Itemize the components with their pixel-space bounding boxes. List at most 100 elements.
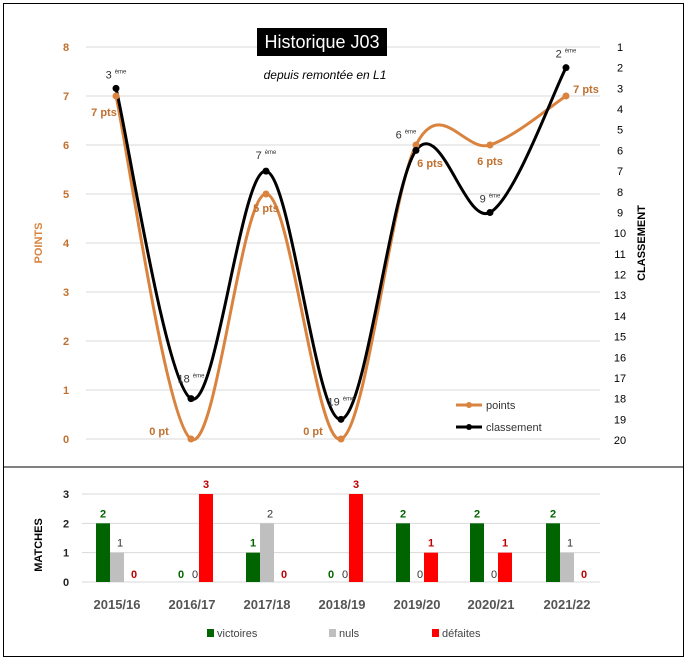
x-tick-label: 2015/16: [94, 597, 141, 612]
y2-tick-label: 9: [617, 207, 623, 219]
bar-data-label: 0: [491, 569, 497, 581]
y2-tick-label: 17: [614, 373, 626, 385]
bar-défaites: [199, 494, 213, 582]
x-tick-label: 2016/17: [169, 597, 216, 612]
bar-data-label: 1: [428, 538, 434, 550]
points-data-label: 6 pts: [417, 158, 443, 170]
classement-marker: [337, 415, 345, 423]
bar-victoires: [96, 523, 110, 582]
y2-tick-label: 2: [617, 63, 623, 75]
classement-marker: [412, 146, 420, 154]
classement-marker: [562, 64, 570, 72]
bar-data-label: 2: [550, 508, 556, 520]
legend-marker-classement: [466, 424, 472, 430]
y-tick-label: 5: [63, 189, 69, 201]
bar-data-label: 0: [178, 569, 184, 581]
y-tick-label: 7: [63, 91, 69, 103]
legend-label-nuls: nuls: [339, 628, 360, 640]
y-axis-title: POINTS: [33, 223, 45, 264]
bar-défaites: [424, 552, 438, 582]
bar-data-label: 1: [250, 538, 256, 550]
y-tick-label: 1: [63, 385, 69, 397]
y-tick-label: 3: [63, 287, 69, 299]
bar-défaites: [349, 494, 363, 582]
bar-défaites: [498, 552, 512, 582]
y2-tick-label: 6: [617, 145, 623, 157]
legend-swatch-défaites: [432, 629, 439, 637]
points-data-label: 7 pts: [573, 84, 599, 96]
points-data-label: 6 pts: [477, 156, 503, 168]
bar-y-tick-label: 1: [63, 548, 69, 560]
bar-victoires: [470, 523, 484, 582]
y2-tick-label: 7: [617, 166, 623, 178]
legend-label-victoires: victoires: [217, 628, 258, 640]
legend-marker-points: [466, 402, 472, 408]
classement-line: [114, 66, 568, 421]
y-tick-label: 6: [63, 140, 69, 152]
x-tick-label: 2018/19: [319, 597, 366, 612]
y2-tick-label: 3: [617, 83, 623, 95]
legend-label-points: points: [486, 400, 516, 412]
bar-data-label: 2: [267, 508, 273, 520]
x-tick-label: 2019/20: [394, 597, 441, 612]
bar-data-label: 0: [342, 569, 348, 581]
y2-tick-label: 20: [614, 435, 626, 447]
bar-data-label: 2: [100, 508, 106, 520]
y2-tick-label: 16: [614, 352, 626, 364]
chart-title: Historique J03: [257, 28, 387, 56]
classement-data-label: 3 ème: [106, 69, 127, 81]
bar-data-label: 2: [400, 508, 406, 520]
classement-data-label: 19 ème: [328, 396, 356, 408]
x-tick-label: 2020/21: [468, 597, 515, 612]
y2-tick-label: 8: [617, 187, 623, 199]
y2-axis-title: CLASSEMENT: [636, 205, 648, 281]
classement-marker: [187, 395, 195, 403]
chart-frame: [3, 3, 684, 657]
y2-tick-label: 19: [614, 414, 626, 426]
legend-swatch-victoires: [207, 629, 214, 637]
points-marker: [187, 435, 195, 443]
y2-tick-label: 1: [617, 42, 623, 54]
points-data-label: 0 pt: [149, 426, 169, 438]
classement-data-label: 18 ème: [178, 374, 206, 386]
y-tick-label: 4: [63, 238, 70, 250]
bar-victoires: [546, 523, 560, 582]
bar-data-label: 1: [502, 538, 508, 550]
bar-data-label: 1: [117, 538, 123, 550]
bar-data-label: 0: [328, 569, 334, 581]
legend-swatch-nuls: [329, 629, 336, 637]
bar-data-label: 0: [417, 569, 423, 581]
points-data-label: 7 pts: [91, 107, 117, 119]
classement-data-label: 2 ème: [556, 49, 577, 61]
x-tick-label: 2017/18: [244, 597, 291, 612]
x-tick-label: 2021/22: [544, 597, 591, 612]
bar-data-label: 3: [203, 479, 209, 491]
classement-data-label: 7 ème: [256, 150, 277, 162]
bar-data-label: 0: [281, 569, 287, 581]
y2-tick-label: 4: [617, 104, 623, 116]
points-data-label: 5 pts: [253, 203, 279, 215]
classement-marker: [262, 167, 270, 175]
y2-tick-label: 5: [617, 125, 623, 137]
bar-victoires: [396, 523, 410, 582]
y2-tick-label: 18: [614, 394, 626, 406]
points-marker: [486, 141, 494, 149]
y2-tick-label: 13: [614, 290, 626, 302]
points-marker: [412, 141, 420, 149]
classement-data-label: 9 ème: [480, 193, 501, 205]
y-tick-label: 8: [63, 42, 69, 54]
bar-y-tick-label: 2: [63, 518, 69, 530]
bar-data-label: 0: [192, 569, 198, 581]
bar-victoires: [246, 552, 260, 582]
legend-label-défaites: défaites: [442, 628, 481, 640]
bar-nuls: [110, 552, 124, 582]
classement-marker: [112, 84, 120, 92]
points-marker: [562, 92, 570, 100]
y2-tick-label: 11: [614, 249, 625, 261]
y-tick-label: 2: [63, 336, 69, 348]
y2-tick-label: 15: [614, 332, 626, 344]
points-data-label: 0 pt: [303, 426, 323, 438]
points-marker: [337, 435, 345, 443]
points-marker: [112, 92, 120, 100]
